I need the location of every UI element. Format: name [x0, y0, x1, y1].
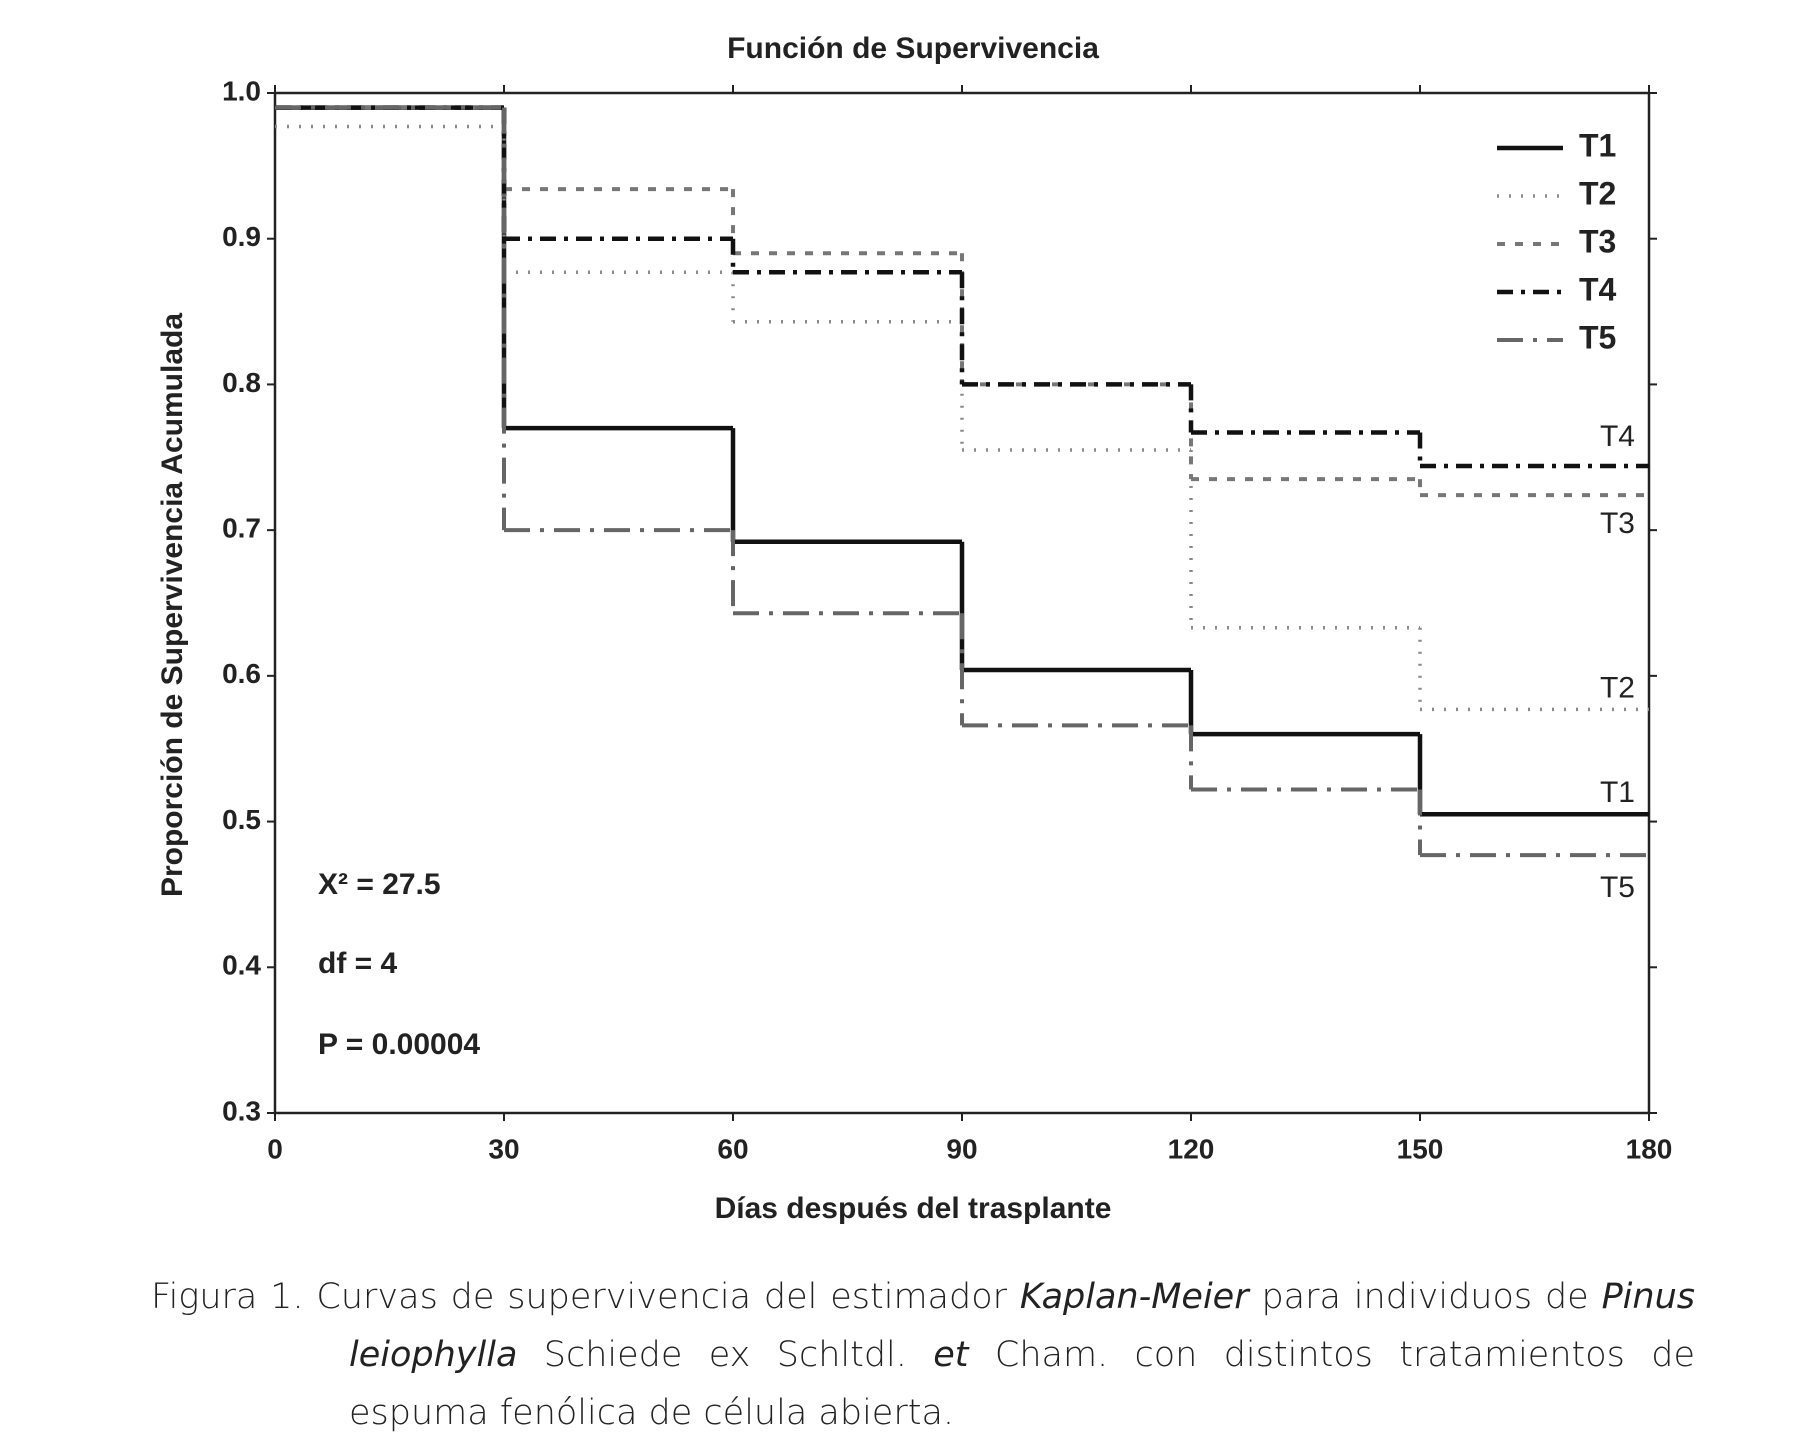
x-tick-label: 60 — [717, 1133, 748, 1164]
y-tick-label: 0.6 — [222, 658, 261, 689]
end-label: T5 — [1600, 871, 1635, 904]
caption-text: Cham. con distintos tratamientos de espu… — [349, 1335, 1695, 1433]
caption-text: Pinus leiophylla — [349, 1277, 1695, 1375]
annotation: df = 4 — [318, 947, 398, 980]
x-tick-label: 120 — [1168, 1133, 1215, 1164]
y-tick-label: 0.7 — [222, 513, 261, 544]
y-tick-label: 0.8 — [222, 367, 261, 398]
y-tick-label: 0.3 — [222, 1095, 261, 1126]
legend-label: T3 — [1579, 223, 1616, 259]
end-label: T2 — [1600, 671, 1635, 704]
x-tick-label: 0 — [267, 1133, 283, 1164]
annotation: X² = 27.5 — [318, 868, 441, 901]
y-tick-label: 0.5 — [222, 804, 261, 835]
annotation: P = 0.00004 — [318, 1028, 480, 1061]
x-tick-label: 150 — [1397, 1133, 1444, 1164]
y-axis-label: Proporción de Supervivencia Acumulada — [156, 313, 189, 897]
caption-text: para individuos de — [1248, 1277, 1602, 1317]
y-tick-label: 0.4 — [222, 950, 261, 981]
chart: Función de Supervivencia Días después de… — [156, 32, 1673, 1225]
end-label: T4 — [1600, 420, 1635, 453]
caption: Figura 1. Curvas de supervivencia del es… — [151, 1268, 1695, 1442]
legend-label: T2 — [1579, 175, 1616, 211]
chart-title: Función de Supervivencia — [727, 32, 1099, 65]
caption-text: Figura 1. Curvas de supervivencia del es… — [151, 1277, 1020, 1317]
y-tick-label: 0.9 — [222, 221, 261, 252]
end-label: T3 — [1600, 507, 1635, 540]
caption-text: et — [933, 1335, 969, 1375]
legend-label: T1 — [1579, 127, 1616, 163]
x-tick-label: 90 — [946, 1133, 977, 1164]
x-tick-label: 30 — [488, 1133, 519, 1164]
caption-text: Schiede ex Schltdl. — [517, 1335, 934, 1375]
legend-label: T4 — [1579, 271, 1617, 307]
legend-label: T5 — [1579, 319, 1616, 355]
x-tick-label: 180 — [1626, 1133, 1673, 1164]
end-label: T1 — [1600, 776, 1635, 809]
y-tick-label: 1.0 — [222, 75, 261, 106]
caption-text: Kaplan-Meier — [1019, 1277, 1249, 1317]
x-axis-label: Días después del trasplante — [715, 1192, 1112, 1225]
